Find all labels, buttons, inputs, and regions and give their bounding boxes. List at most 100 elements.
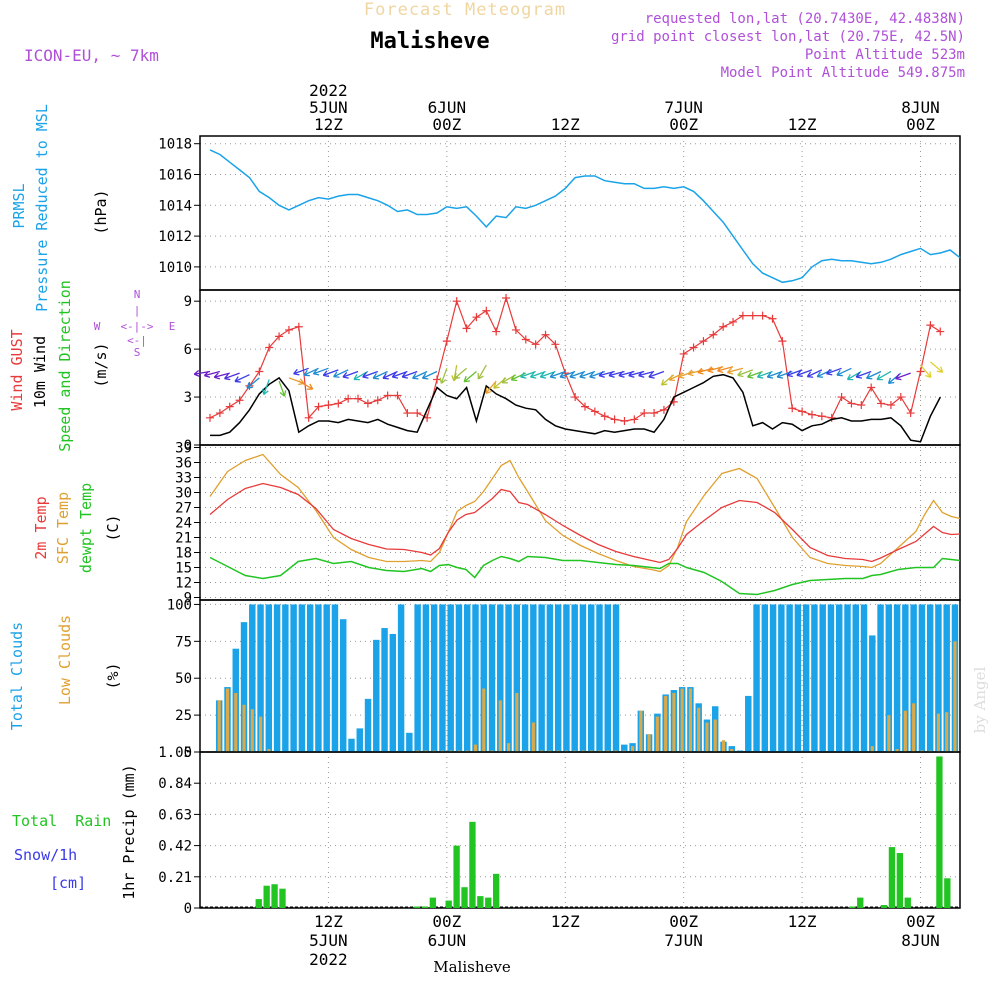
wind-arrow-shaft (747, 370, 763, 378)
wind-arrow-shaft (569, 370, 586, 378)
time-label-top: 8JUN (901, 98, 940, 117)
wind-arrow-shaft (453, 367, 467, 380)
total-cloud-bar (257, 604, 264, 752)
wind-arrow-head (648, 372, 655, 379)
temperature-ytick-label: 27 (175, 501, 192, 517)
time-label-top: 6JUN (428, 98, 467, 117)
wind-arrow (920, 364, 932, 378)
total-cloud-bar (910, 604, 917, 752)
time-label-bottom: 5JUN (309, 931, 348, 950)
gust-point (630, 415, 639, 424)
rain-bar (485, 897, 492, 908)
wind-arrow-shaft (530, 370, 546, 378)
low-cloud-bar (705, 722, 709, 752)
wind-arrow-head (579, 372, 586, 379)
gust-point (225, 402, 234, 411)
total-cloud-bar (794, 604, 802, 752)
gust-point (679, 349, 688, 358)
gust-point (936, 327, 945, 336)
wind-arrow-head (203, 370, 211, 378)
temperature-ytick-label: 30 (175, 486, 192, 502)
wind-arrow-shaft (477, 364, 487, 380)
compass-s: S (134, 346, 141, 359)
watermark: by Angel (971, 666, 989, 733)
compass-arrows-icon: <-|-> (120, 320, 153, 333)
wind-arrow-head (855, 372, 862, 379)
gust-point (798, 407, 807, 416)
low-cloud-bar (531, 722, 535, 752)
wind-arrow-head (737, 370, 744, 378)
total-cloud-bar (447, 604, 454, 752)
wind-arrow (298, 380, 314, 390)
wind-arrow-head (678, 372, 685, 379)
total-cloud-bar (786, 604, 793, 752)
wind-arrow-shaft (401, 370, 418, 378)
gust-point (551, 340, 560, 349)
gust-point (452, 297, 461, 306)
temperature-ytick-label: 33 (175, 471, 192, 487)
pressure-line (209, 149, 961, 284)
wind-arrow-shaft (717, 366, 734, 372)
total-cloud-bar (869, 635, 876, 752)
wind-arrow-head (421, 373, 429, 380)
wind-arrow-shaft (313, 367, 329, 375)
wind-arrow-head (333, 371, 340, 378)
wind-arrow-head (717, 366, 724, 374)
gust-point (363, 399, 372, 408)
low-cloud-bar (895, 749, 899, 752)
gust-point (541, 330, 550, 339)
gust-point (620, 417, 629, 426)
wind-arrow-head (520, 372, 527, 379)
total-cloud-bar (902, 604, 909, 752)
total-cloud-bar (282, 604, 289, 752)
wind-arrow-head (246, 382, 253, 389)
gust-point (926, 321, 935, 330)
gust-point (294, 322, 303, 331)
wind-arrow-head (306, 383, 314, 390)
low-cloud-bar (887, 715, 891, 752)
time-label-bottom: 7JUN (664, 931, 703, 950)
wind-arrow (747, 370, 763, 379)
gust-point (324, 401, 333, 410)
temperature-ytick-label: 36 (175, 456, 192, 472)
gust-point (610, 415, 619, 424)
gust-point (423, 413, 432, 422)
low-cloud-bar (515, 692, 519, 752)
wind-arrow-shaft (737, 369, 753, 376)
clouds-ytick-label: 75 (175, 634, 192, 650)
gust-point (650, 409, 659, 418)
total-rain-label: Total Rain (12, 812, 111, 830)
wind-arrow-shaft (550, 370, 566, 378)
wind-arrow-shaft (786, 369, 803, 376)
precip-panel: 0 0.21 0.42 0.63 0.84 1.05 (158, 745, 961, 917)
wind-arrow (293, 367, 309, 376)
wind-arrow (866, 370, 882, 380)
prmsl-label: PRMSL (10, 183, 28, 228)
wind-arrow-shaft (559, 370, 576, 378)
wind-arrow-head (876, 374, 883, 381)
total-cloud-bar (852, 604, 859, 752)
gust-point (768, 314, 777, 323)
total-cloud-bar (753, 604, 760, 752)
rain-bar (477, 896, 484, 908)
wind-arrow (638, 370, 655, 378)
rain-bar (279, 888, 286, 908)
wind-arrow-head (826, 368, 833, 376)
gust-point (738, 311, 747, 320)
rain-bar (493, 873, 500, 908)
wind-arrow-shaft (440, 368, 448, 384)
wind-arrow-head (322, 370, 330, 378)
cloud-unit: (%) (104, 662, 122, 689)
wind-arrow (362, 370, 378, 379)
total-cloud-bar (811, 604, 818, 752)
t2m-line (209, 482, 961, 564)
time-label-top: 5JUN (309, 98, 348, 117)
rain-bar (936, 756, 943, 908)
gust-point (521, 335, 530, 344)
wind-arrow-head (391, 372, 399, 379)
time-label-bottom: 8JUN (901, 931, 940, 950)
wind-arrow-head (549, 372, 557, 379)
gust-point (531, 340, 540, 349)
total-cloud-bar (497, 604, 504, 752)
wind-arrow (246, 377, 260, 389)
